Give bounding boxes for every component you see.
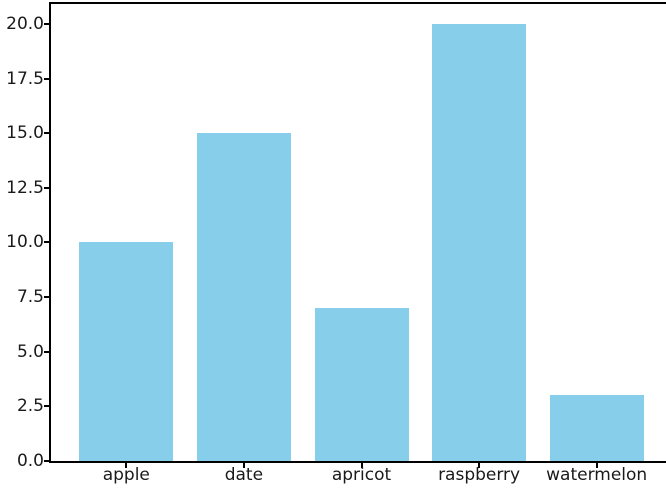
x-tick-mark xyxy=(478,463,481,468)
x-axis-spine xyxy=(49,461,666,463)
y-tick-mark xyxy=(44,460,49,462)
bar-apple xyxy=(79,242,174,461)
y-tick-label: 20.0 xyxy=(6,13,44,34)
bar-date xyxy=(196,133,291,461)
y-tick-label: 0.0 xyxy=(16,451,44,471)
y-tick-mark xyxy=(44,186,49,189)
y-tick-mark xyxy=(44,405,49,408)
y-tick-label: 7.5 xyxy=(16,287,44,308)
bar-raspberry xyxy=(432,23,527,461)
y-tick-label: 10.0 xyxy=(6,232,44,253)
bar-watermelon xyxy=(549,395,644,461)
x-tick-mark xyxy=(125,463,128,468)
y-tick-mark xyxy=(44,22,49,25)
x-tick-label-raspberry: raspberry xyxy=(438,465,521,485)
y-tick-label: 2.5 xyxy=(16,396,44,417)
y-tick-mark xyxy=(44,241,49,244)
bar-apricot xyxy=(314,308,409,461)
y-tick-mark xyxy=(44,132,49,135)
y-tick-label: 5.0 xyxy=(16,341,44,362)
y-tick-mark xyxy=(44,350,49,353)
x-tick-mark xyxy=(242,463,245,468)
y-tick-label: 17.5 xyxy=(6,68,44,89)
x-tick-label-apricot: apricot xyxy=(331,465,392,485)
x-tick-label-date: date xyxy=(224,465,264,485)
y-tick-label: 12.5 xyxy=(6,177,44,198)
x-tick-mark xyxy=(595,463,598,468)
x-tick-label-watermelon: watermelon xyxy=(546,465,648,485)
y-tick-mark xyxy=(44,296,49,299)
y-tick-label: 15.0 xyxy=(6,123,44,144)
top-spine xyxy=(49,2,666,4)
y-tick-mark xyxy=(44,77,49,80)
y-axis-spine xyxy=(49,2,51,463)
x-tick-mark xyxy=(360,463,363,468)
x-tick-label-apple: apple xyxy=(102,465,150,485)
